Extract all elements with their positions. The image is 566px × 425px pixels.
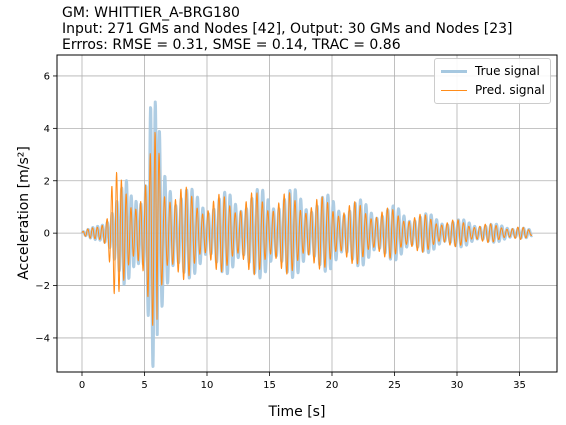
title-line-gm: GM: WHITTIER_A-BRG180 [62, 5, 240, 21]
y-tick-label: 0 [44, 229, 50, 240]
legend-swatch-true-signal [441, 69, 467, 73]
title-line-errors: Errros: RMSE = 0.31, SMSE = 0.14, TRAC =… [62, 37, 401, 53]
y-tick-label: 6 [44, 71, 50, 82]
series-layer [80, 100, 534, 368]
x-tick-label: 25 [388, 380, 401, 391]
x-tick-label: 35 [513, 380, 526, 391]
tick-marks [53, 75, 520, 376]
legend-swatch-pred-signal [441, 89, 467, 91]
legend-entry-pred-signal: Pred. signal [441, 81, 545, 99]
y-tick-label: 2 [44, 176, 50, 187]
y-axis-label: Acceleration [m/s²] [15, 145, 32, 280]
y-tick-label: −4 [35, 333, 50, 344]
y-tick-label: 4 [44, 124, 50, 135]
series-line-pred-signal [81, 131, 533, 326]
legend-label-pred-signal: Pred. signal [475, 83, 545, 97]
x-tick-label: 5 [141, 380, 147, 391]
x-tick-label: 30 [451, 380, 464, 391]
y-tick-label: −2 [35, 281, 50, 292]
x-tick-label: 20 [326, 380, 339, 391]
legend-label-true-signal: True signal [475, 64, 540, 78]
title-line-input-output: Input: 271 GMs and Nodes [42], Output: 3… [62, 21, 513, 37]
x-tick-label: 10 [201, 380, 214, 391]
legend-entry-true-signal: True signal [441, 62, 540, 80]
x-tick-label: 15 [263, 380, 276, 391]
legend: True signal Pred. signal [434, 58, 551, 104]
x-tick-label: 0 [79, 380, 85, 391]
x-axis-label: Time [s] [268, 404, 326, 420]
axes-frame [56, 54, 558, 373]
